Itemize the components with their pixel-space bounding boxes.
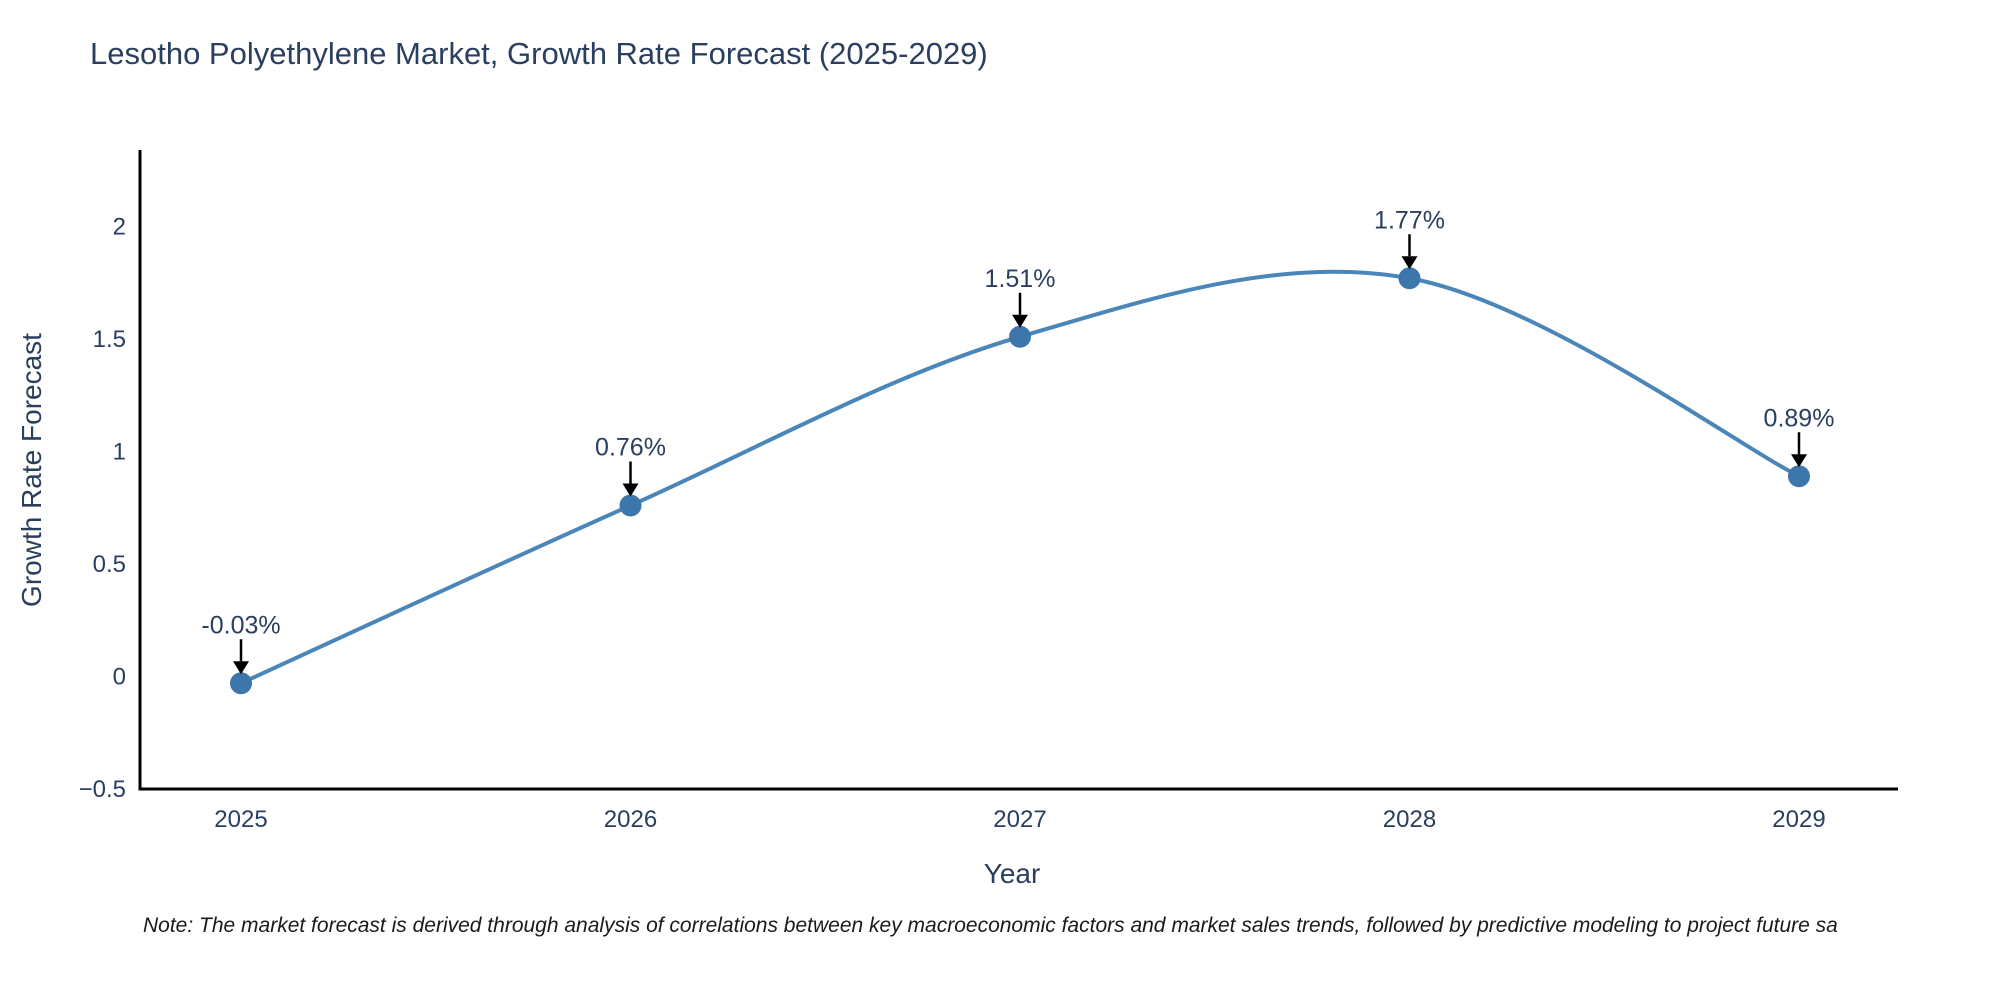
- annotation-label-2027: 1.51%: [985, 265, 1056, 293]
- annotation-label-2026: 0.76%: [595, 434, 666, 462]
- y-tick-label-0.5: 0.5: [93, 551, 126, 578]
- annotation-label-2025: -0.03%: [201, 611, 280, 639]
- annotation-label-2029: 0.89%: [1764, 404, 1835, 432]
- x-tick-label-2025: 2025: [214, 806, 267, 833]
- annotation-arrowhead-2025: [233, 661, 249, 675]
- y-tick-label-0: 0: [113, 664, 126, 691]
- chart-footnote: Note: The market forecast is derived thr…: [143, 914, 1838, 937]
- data-point-2027[interactable]: [1009, 325, 1031, 348]
- y-tick-label-2: 2: [113, 214, 126, 241]
- x-tick-label-2029: 2029: [1772, 806, 1825, 833]
- x-tick-label-2026: 2026: [604, 806, 657, 833]
- chart-title: Lesotho Polyethylene Market, Growth Rate…: [90, 36, 988, 71]
- x-tick-label-2028: 2028: [1383, 806, 1436, 833]
- annotation-arrowhead-2027: [1012, 314, 1028, 328]
- x-tick-label-2027: 2027: [993, 806, 1046, 833]
- annotation-label-2028: 1.77%: [1374, 206, 1445, 234]
- data-point-2026[interactable]: [619, 494, 642, 517]
- annotation-arrowhead-2029: [1791, 454, 1807, 468]
- annotation-arrowhead-2026: [622, 483, 639, 497]
- x-axis-title: Year: [983, 858, 1041, 889]
- annotation-arrowhead-2028: [1401, 256, 1418, 270]
- data-point-2029[interactable]: [1788, 465, 1810, 488]
- y-tick-label--0.5: −0.5: [79, 776, 126, 803]
- data-point-2028[interactable]: [1398, 267, 1421, 290]
- data-point-2025[interactable]: [230, 672, 252, 695]
- y-tick-label-1: 1: [113, 439, 126, 466]
- y-tick-label-1.5: 1.5: [93, 326, 126, 353]
